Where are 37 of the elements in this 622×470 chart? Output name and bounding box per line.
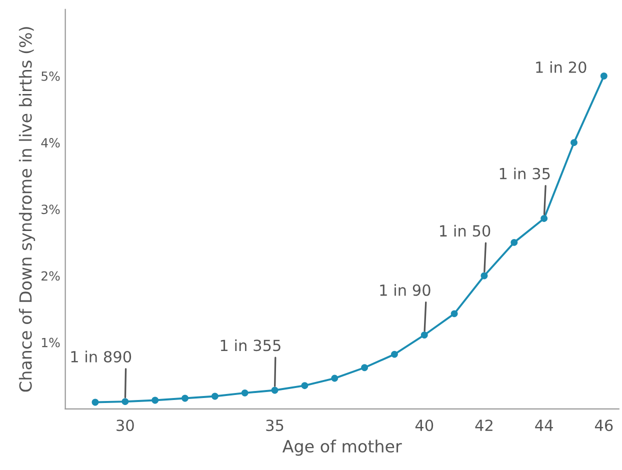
point bbox=[182, 394, 188, 402]
annotation: 1 in 355 bbox=[220, 339, 280, 352]
y-tick-label: 2% bbox=[42, 271, 60, 281]
point bbox=[211, 392, 218, 400]
x-tick-label: 30 bbox=[116, 420, 134, 432]
x-tick-label: 46 bbox=[594, 420, 613, 432]
point bbox=[152, 396, 159, 404]
point bbox=[241, 389, 248, 396]
point bbox=[301, 382, 308, 390]
x-tick-label: 44 bbox=[535, 420, 553, 431]
annotation: 1 in 890 bbox=[71, 350, 132, 363]
annotation: 1 in 20 bbox=[536, 61, 586, 74]
annotation: 1 in 50 bbox=[440, 224, 490, 237]
x-tick-label: 42 bbox=[475, 420, 492, 431]
point bbox=[540, 215, 548, 222]
point bbox=[122, 398, 129, 406]
point bbox=[271, 386, 278, 394]
y-axis-title: Chance of Down syndrome in live births (%) bbox=[18, 27, 36, 392]
point bbox=[450, 310, 458, 318]
point bbox=[480, 272, 488, 280]
point bbox=[600, 72, 608, 80]
point bbox=[361, 364, 368, 372]
annotation: 1 in 90 bbox=[380, 284, 430, 296]
point bbox=[510, 238, 518, 246]
x-tick-label: 35 bbox=[266, 420, 284, 432]
y-tick-label: 1% bbox=[42, 338, 60, 348]
point bbox=[420, 332, 428, 338]
point bbox=[390, 350, 398, 358]
y-tick-label: 4% bbox=[41, 138, 60, 148]
point bbox=[92, 398, 99, 406]
x-axis-title: Age of mother bbox=[282, 440, 402, 456]
point bbox=[570, 139, 578, 146]
y-tick-label: 5% bbox=[42, 71, 60, 81]
annotation: 1 in 35 bbox=[500, 168, 550, 180]
x-tick-label: 40 bbox=[415, 420, 434, 432]
y-tick-label: 3% bbox=[42, 204, 60, 214]
point bbox=[331, 374, 338, 382]
